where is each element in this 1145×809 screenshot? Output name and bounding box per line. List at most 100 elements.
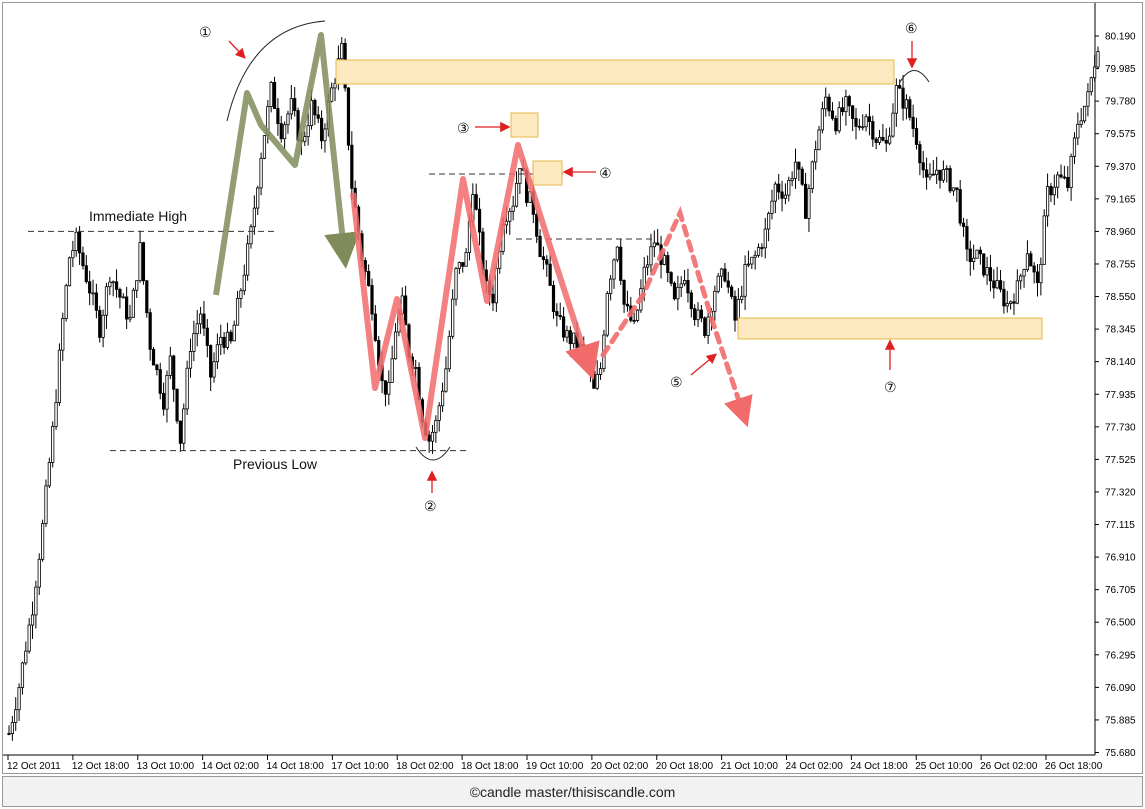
annotation-marker: ② [424,498,437,514]
candle-body [723,268,727,282]
x-tick-label: 24 Oct 02:00 [786,761,844,772]
candle-body [622,280,626,305]
candle-body [451,298,455,337]
candle-body [286,113,290,126]
candle-body [884,139,888,144]
candle-body [1062,176,1066,179]
candle-body [693,308,697,321]
candle-body [484,269,488,282]
y-tick-label: 77.320 [1105,487,1136,498]
candle-body [972,257,976,262]
candle-body [229,331,233,342]
candle-body [383,380,388,395]
candle-body [545,259,549,265]
candle-body [219,336,223,346]
candle-body [871,121,875,140]
candle-body [1035,271,1040,284]
candle-body [135,280,139,291]
candle-body [965,226,969,250]
candle-body [1072,137,1077,157]
candle-body [565,330,569,338]
candle-body [306,125,310,138]
candle-body [276,108,280,125]
candle-body [807,188,811,219]
candle-body [982,253,986,276]
candle-body [797,161,801,170]
candle-body [998,280,1003,290]
candle-body [464,252,468,267]
candle-body [995,280,999,289]
candle-body [1082,105,1087,122]
candle-body [894,85,898,114]
y-tick-label: 77.115 [1105,520,1135,531]
candle-body [54,402,58,427]
candle-body [37,558,41,588]
candle-body [696,309,700,321]
candle-body [91,292,95,295]
candle-body [817,129,821,151]
y-tick-label: 79.165 [1105,194,1136,205]
candle-body [246,243,250,276]
candle-body [686,280,690,294]
candle-body [256,187,260,209]
candle-body [1076,123,1080,139]
candle-body [447,335,451,370]
candle-body [178,420,183,444]
candle-body [548,263,552,286]
candle-body [151,348,156,366]
candle-body [434,419,438,433]
candle-body [98,309,102,338]
x-tick-label: 20 Oct 18:00 [656,761,714,772]
candle-body [88,281,92,294]
candle-body [615,246,619,261]
candle-body [625,303,630,307]
x-tick-label: 26 Oct 18:00 [1045,761,1103,772]
candle-body [814,149,818,163]
candle-body [901,87,905,109]
candle-body [605,293,609,336]
candle-body [202,313,206,329]
candle-body [108,281,112,288]
candle-body [592,370,596,389]
annotation-marker: ⑤ [670,374,683,390]
candle-body [128,316,132,320]
candle-body [867,116,872,122]
candle-body [743,264,747,297]
candle-body [753,254,757,258]
candle-body [938,169,942,181]
candle-body [646,264,650,268]
candle-body [461,262,465,267]
candle-body [770,200,774,214]
candle-body [64,285,68,319]
candle-body [215,344,219,363]
candle-body [1042,215,1046,265]
candle-body [672,282,677,300]
y-tick-label: 75.680 [1105,748,1136,759]
candle-body [185,367,189,410]
candle-body [780,191,784,199]
candle-body [740,295,744,300]
candle-body [699,309,703,319]
candle-body [763,228,767,249]
x-tick-label: 13 Oct 10:00 [137,761,195,772]
candle-body [1032,265,1036,273]
candle-body [148,312,152,350]
candle-body [800,168,804,185]
candle-body [988,267,993,282]
candle-body [904,99,909,109]
candle-body [649,246,653,266]
y-tick-label: 76.500 [1105,618,1136,629]
candle-body [928,173,932,178]
zone-4 [532,160,563,186]
candle-body [111,281,115,284]
candle-body [874,138,878,143]
candle-body [908,99,912,118]
candle-body [669,272,673,284]
candle-body [958,189,962,224]
candle-body [7,733,11,735]
candle-body [898,85,902,89]
candle-body [121,296,125,299]
candle-body [20,662,25,688]
candle-body [172,355,176,390]
candle-body [736,299,740,321]
